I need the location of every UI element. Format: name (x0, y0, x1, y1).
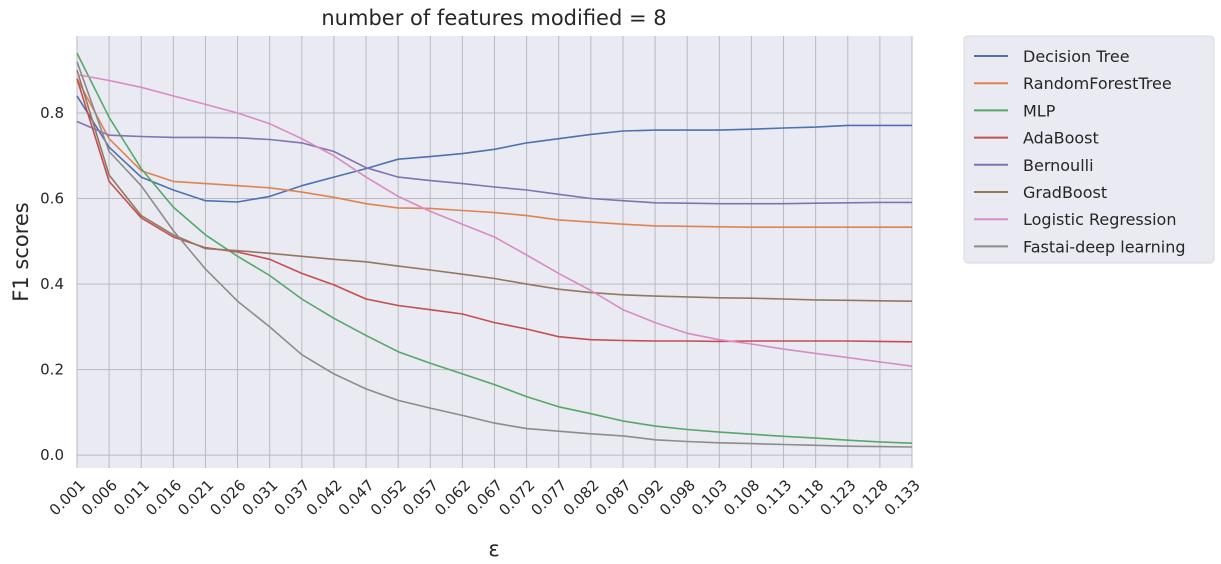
x-tick-label: 0.118 (784, 476, 827, 519)
x-tick-label: 0.021 (174, 476, 217, 519)
y-tick-label: 0.0 (40, 446, 64, 464)
x-axis-label: ε (488, 537, 499, 561)
y-tick-label: 0.4 (40, 275, 64, 293)
series-line-0 (76, 95, 912, 203)
chart-title: number of features modified = 8 (321, 6, 666, 30)
legend-item-label: Bernoulli (1023, 156, 1094, 175)
x-tick-label: 0.123 (816, 476, 859, 519)
x-tick-label: 0.133 (881, 476, 924, 519)
series-line-4 (76, 120, 912, 205)
y-tick-label: 0.2 (40, 361, 64, 379)
legend: Decision Tree RandomForestTree MLP AdaBoost… (963, 35, 1215, 264)
x-tick-label: 0.103 (688, 476, 731, 519)
legend-item-label: RandomForestTree (1023, 74, 1172, 93)
y-tick-label: 0.8 (40, 104, 64, 122)
x-tick-label: 0.108 (720, 476, 763, 519)
x-tick-label: 0.098 (656, 476, 699, 519)
x-tick-label: 0.047 (335, 476, 378, 519)
x-tick-label: 0.087 (592, 476, 635, 519)
legend-box (963, 35, 1215, 264)
legend-item-label: MLP (1023, 101, 1056, 120)
x-tick-label: 0.113 (752, 476, 795, 519)
x-tick-label: 0.092 (624, 476, 667, 519)
x-tick-label: 0.128 (849, 476, 892, 519)
y-axis-label: F1 scores (9, 202, 33, 301)
series-lines (76, 52, 913, 448)
legend-item-label: Decision Tree (1023, 47, 1130, 66)
series-line-6 (76, 73, 913, 367)
series-line-5 (76, 69, 913, 302)
x-tick-label: 0.016 (142, 476, 185, 519)
x-tick-label: 0.001 (46, 476, 89, 519)
y-axis-ticks: 0.0 0.2 0.4 0.6 0.8 (40, 104, 64, 464)
legend-item-label: Logistic Regression (1023, 210, 1176, 229)
plot-area (76, 36, 913, 468)
y-tick-label: 0.6 (40, 190, 64, 208)
x-tick-label: 0.006 (78, 476, 121, 519)
x-tick-label: 0.052 (367, 476, 410, 519)
x-tick-label: 0.082 (560, 476, 603, 519)
x-tick-label: 0.011 (110, 476, 153, 519)
legend-item-label: AdaBoost (1023, 129, 1099, 148)
x-tick-label: 0.031 (238, 476, 281, 519)
x-tick-label: 0.072 (495, 476, 538, 519)
x-tick-label: 0.026 (206, 476, 249, 519)
x-tick-label: 0.062 (431, 476, 474, 519)
series-line-2 (76, 52, 913, 444)
x-tick-label: 0.067 (463, 476, 506, 519)
x-tick-label: 0.057 (399, 476, 442, 519)
legend-item-label: GradBoost (1023, 183, 1107, 202)
x-axis-ticks: 0.0010.0060.0110.0160.0210.0260.0310.037… (46, 476, 924, 519)
legend-item-label: Fastai-deep learning (1023, 237, 1186, 256)
x-tick-label: 0.077 (527, 476, 570, 519)
x-tick-label: 0.042 (303, 476, 346, 519)
series-line-1 (76, 78, 912, 228)
series-line-7 (76, 61, 913, 448)
x-tick-label: 0.037 (271, 476, 314, 519)
grid-lines (76, 36, 913, 468)
